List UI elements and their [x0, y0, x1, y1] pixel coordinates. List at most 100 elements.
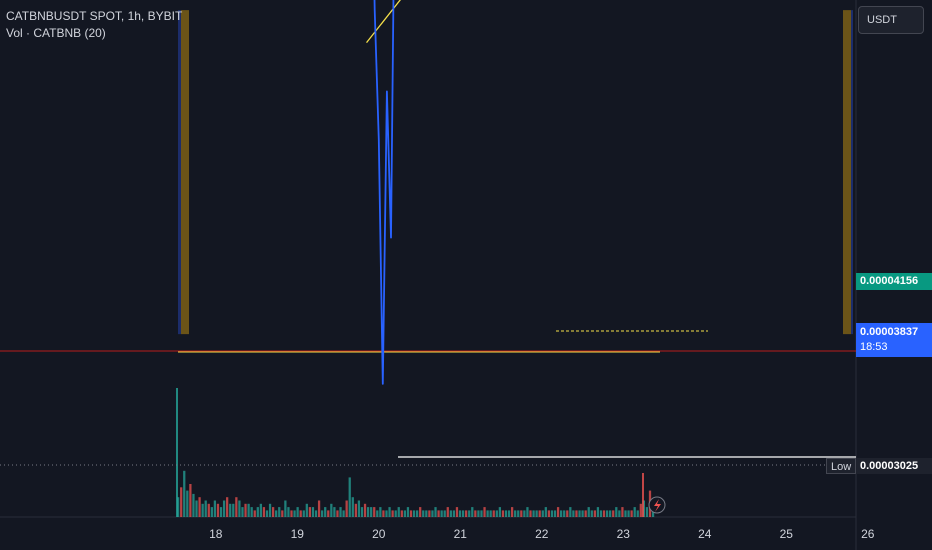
volume-bar — [471, 507, 474, 517]
volume-bar — [247, 503, 250, 517]
volume-bar — [633, 507, 636, 517]
volume-bar — [348, 477, 351, 517]
x-tick-label: 22 — [535, 527, 549, 541]
volume-bar — [587, 507, 590, 517]
volume-bar — [483, 507, 486, 517]
volume-bar — [651, 510, 655, 517]
volume-bar — [321, 510, 324, 517]
x-tick-label: 26 — [861, 527, 875, 541]
low-label: Low — [826, 458, 857, 474]
volume-bar — [621, 507, 624, 517]
volume-bar — [222, 500, 226, 517]
volume-bar — [523, 510, 526, 517]
volume-bar — [311, 507, 315, 517]
volume-bar — [394, 510, 397, 517]
volume-bar — [192, 493, 195, 517]
volume-bar — [605, 510, 609, 517]
symbol-title[interactable]: CATBNBUSDT SPOT, 1h, BYBIT — [6, 9, 183, 23]
volume-bar — [397, 507, 400, 517]
volume-bar — [336, 510, 339, 517]
volume-bar — [400, 510, 403, 517]
volume-bar — [219, 507, 223, 517]
volume-bar — [618, 510, 621, 517]
volume-bar — [486, 510, 489, 517]
chart-grid — [0, 0, 857, 550]
x-tick-label: 20 — [372, 527, 386, 541]
volume-bar — [250, 507, 253, 517]
volume-histogram — [176, 388, 655, 517]
volume-bar — [446, 507, 449, 517]
volume-bar — [314, 510, 318, 517]
volume-profile-right — [843, 10, 853, 335]
volume-bar — [345, 500, 348, 517]
volume-bar — [566, 510, 569, 517]
volume-bar — [366, 507, 370, 517]
volume-bar — [437, 510, 440, 517]
vp-left-down-bar — [181, 10, 189, 335]
volume-bar — [556, 507, 560, 517]
volume-bar — [207, 503, 210, 517]
volume-bar — [593, 510, 596, 517]
volume-bar — [425, 510, 428, 517]
volume-bar — [351, 497, 354, 517]
volume-bar — [416, 510, 419, 517]
volume-bar — [210, 507, 213, 517]
volume-bar — [630, 510, 633, 517]
volume-bar — [501, 510, 505, 517]
volume-profile-left — [178, 10, 189, 335]
volume-bar — [550, 510, 554, 517]
volume-bar — [514, 510, 517, 517]
volume-bar — [517, 510, 520, 517]
volume-bar — [480, 510, 483, 517]
volume-bar — [526, 507, 529, 517]
volume-bar — [278, 507, 281, 517]
volume-bar — [578, 510, 581, 517]
volume-bar — [572, 510, 575, 517]
volume-bar — [198, 497, 201, 517]
volume-bar — [342, 510, 345, 517]
volume-bar — [547, 510, 551, 517]
volume-bar — [235, 497, 238, 517]
currency-button[interactable]: USDT — [858, 6, 924, 34]
volume-bar — [492, 510, 495, 517]
volume-bar — [189, 484, 192, 517]
volume-bar — [504, 510, 508, 517]
volume-bar — [259, 503, 262, 517]
volume-bar — [431, 510, 434, 517]
volume-bar — [599, 510, 603, 517]
price-line — [373, 0, 395, 385]
volume-bar — [532, 510, 535, 517]
volume-bar — [403, 510, 407, 517]
volume-bar — [357, 500, 361, 517]
volume-bar — [452, 510, 456, 517]
volume-bar — [183, 470, 186, 517]
volume-bar — [186, 490, 189, 517]
volume-bar — [612, 510, 615, 517]
volume-bar — [419, 507, 422, 517]
volume-bar — [443, 510, 446, 517]
volume-bar — [642, 473, 644, 517]
volume-bar — [284, 500, 287, 517]
volume-bar — [317, 500, 321, 517]
volume-bar — [256, 507, 259, 517]
volume-bar — [290, 510, 293, 517]
vp-right-down-bar — [843, 10, 851, 335]
volume-bar — [232, 503, 235, 517]
volume-bar — [535, 510, 538, 517]
volume-bar — [461, 510, 465, 517]
volume-bar — [176, 388, 178, 517]
volume-bar — [299, 510, 302, 517]
volume-bar — [639, 503, 642, 517]
volume-bar — [624, 510, 627, 517]
volume-bar — [201, 503, 204, 517]
price-series — [373, 0, 395, 385]
volume-bar — [581, 510, 584, 517]
x-tick-label: 18 — [209, 527, 223, 541]
volume-indicator-label[interactable]: Vol · CATBNB (20) — [6, 26, 106, 40]
volume-bar — [330, 503, 333, 517]
volume-bar — [296, 507, 299, 517]
volume-bar — [195, 500, 198, 517]
volume-bar — [339, 507, 342, 517]
drawing-lines — [0, 0, 856, 466]
